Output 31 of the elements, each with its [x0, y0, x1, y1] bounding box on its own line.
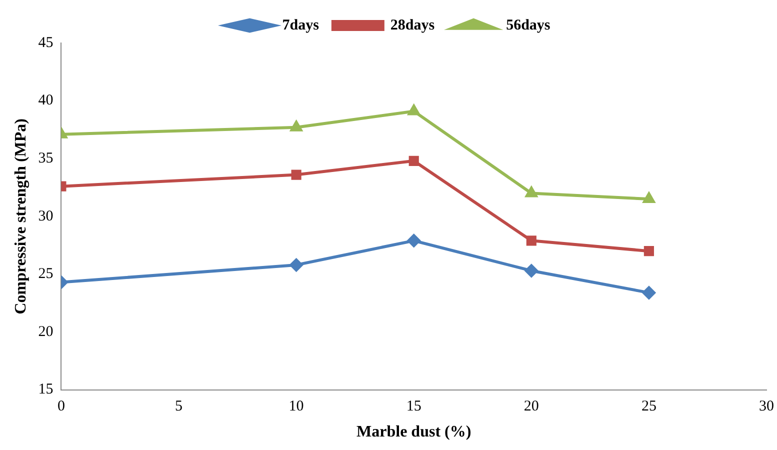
point	[526, 236, 536, 246]
point	[290, 258, 303, 272]
point	[290, 120, 302, 132]
y-tick-label: 25	[38, 266, 54, 282]
point	[526, 186, 538, 198]
y-tick-label: 20	[38, 324, 54, 340]
x-tick-label: 25	[641, 398, 656, 415]
point	[642, 286, 656, 300]
point	[408, 104, 420, 116]
point	[643, 192, 655, 204]
x-axis-title: Marble dust (%)	[356, 424, 472, 441]
legend-label: 28days	[390, 17, 435, 34]
x-tick-label: 0	[57, 398, 65, 415]
x-tick-label: 5	[175, 398, 182, 415]
point	[291, 170, 302, 180]
x-tick-label: 15	[406, 398, 422, 415]
y-tick-label: 40	[38, 92, 54, 109]
x-tick-label: 10	[288, 398, 304, 415]
y-tick-label: 15	[38, 382, 54, 398]
legend-label: 56days	[506, 17, 550, 34]
legend-label: 7days	[282, 17, 320, 34]
point	[644, 246, 654, 256]
y-tick-label: 30	[38, 208, 54, 224]
y-axis-title: Compressive strength (MPa)	[12, 118, 30, 314]
y-tick-label: 35	[38, 150, 54, 167]
point	[407, 234, 420, 248]
x-tick-label: 20	[524, 398, 539, 415]
point	[408, 156, 419, 166]
y-tick-label: 45	[38, 34, 54, 51]
x-tick-label: 30	[759, 398, 774, 415]
point	[524, 264, 538, 278]
